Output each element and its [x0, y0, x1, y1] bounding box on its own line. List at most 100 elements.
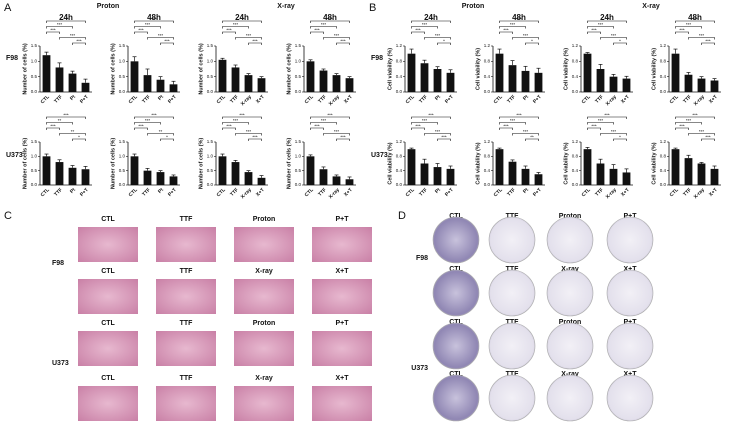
significance-bracket [525, 138, 539, 141]
image-label: Proton [559, 319, 582, 326]
x-tick-label: CTL [128, 94, 139, 105]
x-tick-label: X-ray [328, 187, 341, 200]
significance-bracket [160, 42, 174, 45]
image-label: X+T [335, 268, 349, 275]
significance-label: *** [327, 112, 333, 117]
y-axis-label: Number of cells (%) [198, 138, 204, 190]
significance-label: *** [321, 22, 327, 27]
x-tick-label: TTF [53, 187, 64, 198]
y-tick-label: 1.2 [660, 43, 667, 48]
significance-bracket [675, 20, 715, 23]
microscopy-image [234, 227, 294, 262]
significance-bracket [437, 42, 451, 45]
bar [684, 74, 693, 92]
significance-bracket [248, 138, 262, 141]
bar [495, 149, 504, 185]
significance-label: * [531, 38, 533, 43]
significance-bracket [336, 42, 350, 45]
x-tick-label: TTF [594, 94, 605, 105]
significance-bracket [222, 26, 249, 29]
y-tick-label: 1.0 [295, 154, 302, 159]
significance-bracket [72, 138, 86, 141]
bar [345, 179, 354, 185]
significance-bracket [134, 122, 161, 125]
significance-label: *** [598, 118, 604, 123]
bar [407, 149, 416, 185]
significance-bracket [675, 116, 715, 119]
bar [596, 163, 605, 185]
row-label: F98 [416, 255, 428, 262]
significance-label: ** [71, 129, 75, 134]
image-label: CTL [449, 213, 463, 220]
significance-label: *** [705, 134, 711, 139]
bar [231, 162, 240, 185]
significance-label: *** [334, 129, 340, 134]
significance-label: *** [611, 33, 617, 38]
significance-label: *** [239, 112, 245, 117]
x-tick-label: X+T [343, 187, 354, 198]
y-axis-label: Cell viability (%) [651, 48, 657, 90]
significance-label: *** [57, 22, 63, 27]
significance-label: *** [314, 27, 320, 32]
y-tick-label: 1.5 [31, 43, 38, 48]
colony-dish [488, 322, 536, 370]
microscopy-image [78, 279, 138, 314]
significance-label: *** [679, 123, 685, 128]
y-axis-label: Cell viability (%) [563, 142, 569, 184]
image-label: P+T [623, 319, 637, 326]
bar [508, 161, 517, 185]
x-tick-label: P+T [79, 187, 90, 198]
significance-label: ** [530, 134, 534, 139]
row-label: U373 [411, 365, 428, 372]
significance-bracket [411, 127, 425, 130]
bar [420, 163, 429, 185]
significance-bracket [613, 42, 627, 45]
significance-label: *** [415, 27, 421, 32]
y-tick-label: 0.0 [31, 182, 38, 187]
microscopy-image [312, 227, 372, 262]
x-tick-label: Pt [522, 94, 530, 102]
significance-label: *** [340, 134, 346, 139]
bar [332, 176, 341, 185]
y-tick-label: 1.2 [484, 139, 491, 144]
significance-label: *** [692, 16, 698, 21]
group-header: X-ray [277, 3, 295, 10]
significance-bracket [411, 31, 425, 34]
significance-label: *** [340, 38, 346, 43]
significance-bracket [411, 116, 451, 119]
y-tick-label: 1.5 [295, 43, 302, 48]
image-label: CTL [449, 266, 463, 273]
bar [534, 72, 543, 92]
y-axis-label: Cell viability (%) [563, 48, 569, 90]
y-tick-label: 1.5 [295, 139, 302, 144]
significance-bracket [587, 116, 627, 119]
significance-label: *** [598, 22, 604, 27]
bar [306, 156, 315, 185]
colony-dish [606, 216, 654, 264]
image-label: CTL [101, 320, 115, 327]
x-tick-label: X-ray [240, 187, 253, 200]
y-axis-label: Number of cells (%) [286, 43, 292, 95]
y-tick-label: 0.5 [207, 74, 214, 79]
x-tick-label: CTL [40, 94, 51, 105]
x-tick-label: Pt [157, 94, 165, 102]
bar [583, 149, 592, 185]
significance-bracket [525, 42, 539, 45]
significance-label: *** [233, 118, 239, 123]
significance-bracket [688, 133, 715, 136]
x-tick-label: CTL [669, 187, 680, 198]
bar [81, 169, 90, 185]
y-tick-label: 0.0 [572, 182, 579, 187]
significance-bracket [437, 138, 451, 141]
y-tick-label: 0.0 [31, 89, 38, 94]
y-tick-label: 0.4 [484, 168, 491, 173]
image-label: Proton [253, 216, 276, 223]
significance-label: *** [145, 118, 151, 123]
significance-label: *** [145, 22, 151, 27]
microscopy-image [234, 386, 294, 421]
significance-bracket [46, 127, 60, 130]
significance-label: * [78, 134, 80, 139]
y-axis-label: Number of cells (%) [22, 43, 28, 95]
colony-dish [488, 374, 536, 422]
